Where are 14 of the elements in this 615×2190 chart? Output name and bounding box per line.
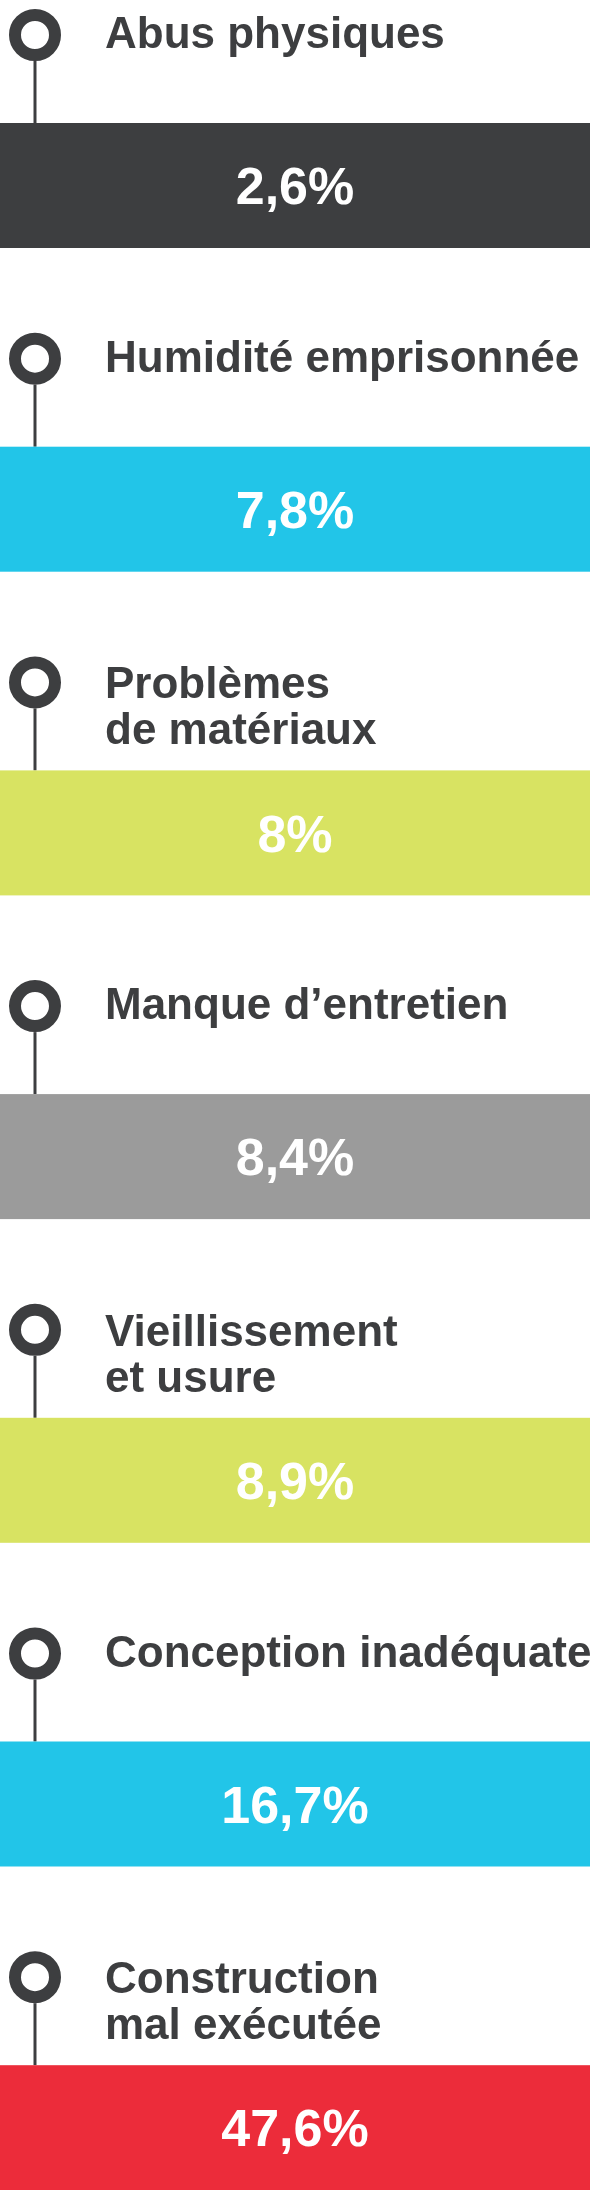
- category-label: Humidité emprisonnée: [105, 331, 580, 381]
- category-label: Problèmes de matériaux: [105, 658, 377, 754]
- data-label: 7,8%: [235, 480, 355, 539]
- category-label: Construction mal exécutée: [105, 1953, 382, 2049]
- data-label: 8%: [257, 804, 333, 863]
- category-label: Abus physiques: [105, 8, 445, 57]
- data-label: 47,6%: [221, 2099, 369, 2158]
- data-label: 16,7%: [221, 1775, 369, 1834]
- category-label: Manque d’entretien: [105, 979, 509, 1029]
- data-label: 8,4%: [235, 1128, 355, 1187]
- data-label: 8,9%: [235, 1452, 355, 1511]
- category-label: Conception inadéquate: [105, 1626, 592, 1676]
- data-label: 2,6%: [235, 157, 355, 216]
- category-label: Vieillissement et usure: [105, 1305, 399, 1401]
